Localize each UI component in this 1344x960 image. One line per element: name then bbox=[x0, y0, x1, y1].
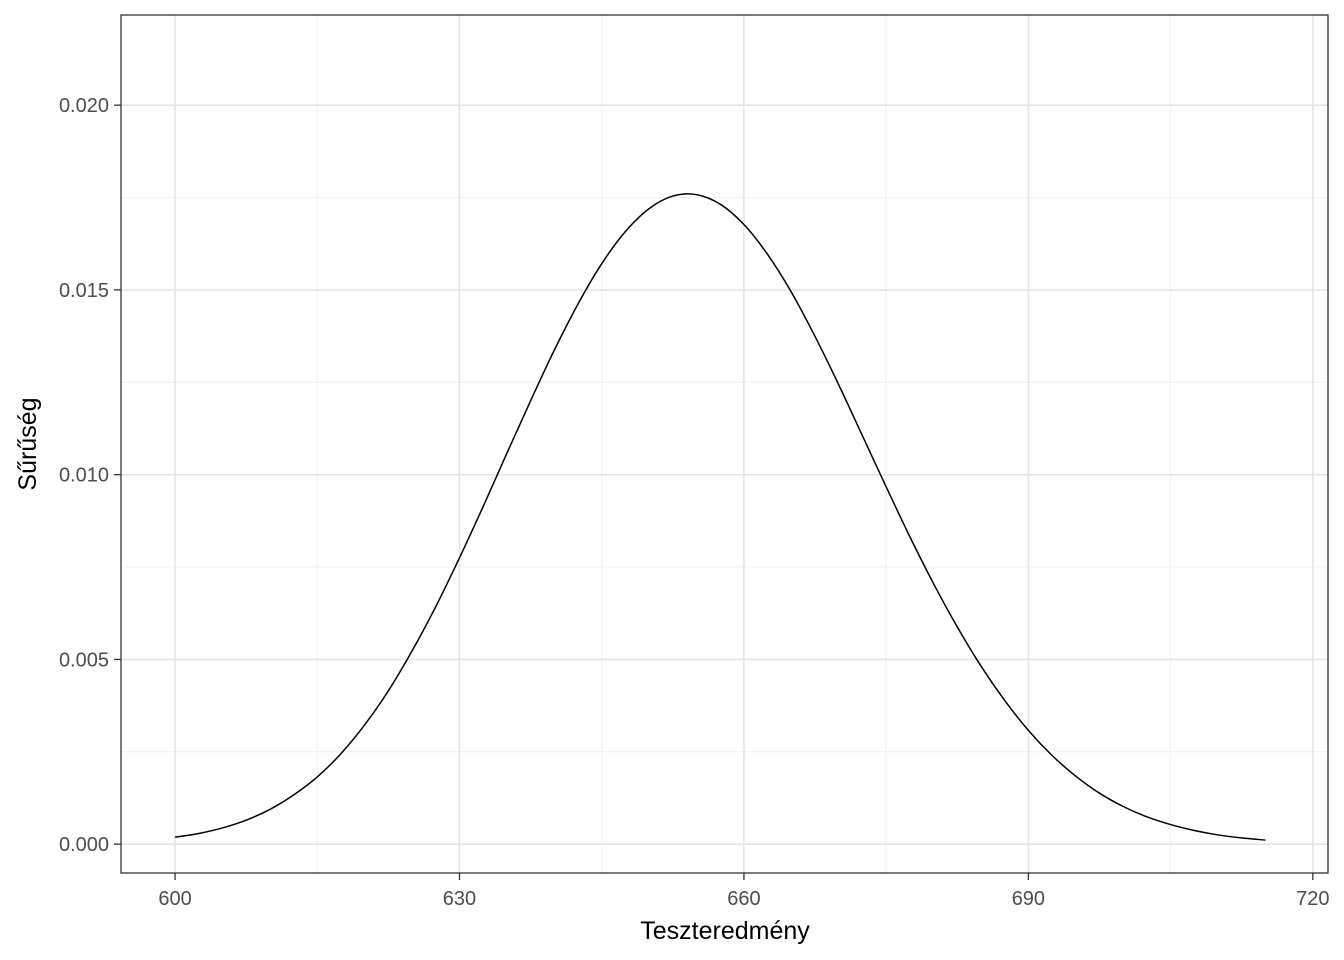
x-axis: 600 630 660 690 720 bbox=[158, 873, 1330, 910]
series-layer bbox=[174, 193, 1266, 841]
x-tick-label: 660 bbox=[727, 888, 760, 910]
y-tick-label: 0.005 bbox=[59, 649, 109, 671]
plot-panel bbox=[121, 15, 1328, 873]
y-tick-label: 0.015 bbox=[59, 280, 109, 302]
plot-border bbox=[120, 14, 1329, 874]
x-axis-title: Teszteredmény bbox=[640, 917, 810, 945]
y-tick-label: 0.000 bbox=[59, 834, 109, 856]
y-axis-title: Sűrűség bbox=[14, 397, 42, 490]
major-gridlines bbox=[121, 15, 1328, 873]
density-line bbox=[174, 193, 1266, 841]
x-tick-label: 630 bbox=[443, 888, 476, 910]
minor-gridlines bbox=[121, 15, 1328, 873]
x-tick-label: 690 bbox=[1012, 888, 1045, 910]
y-tick-label: 0.020 bbox=[59, 95, 109, 117]
y-tick-label: 0.010 bbox=[59, 465, 109, 487]
y-axis: 0.000 0.005 0.010 0.015 0.020 bbox=[59, 95, 121, 856]
x-tick-label: 600 bbox=[158, 888, 191, 910]
x-tick-label: 720 bbox=[1296, 888, 1329, 910]
